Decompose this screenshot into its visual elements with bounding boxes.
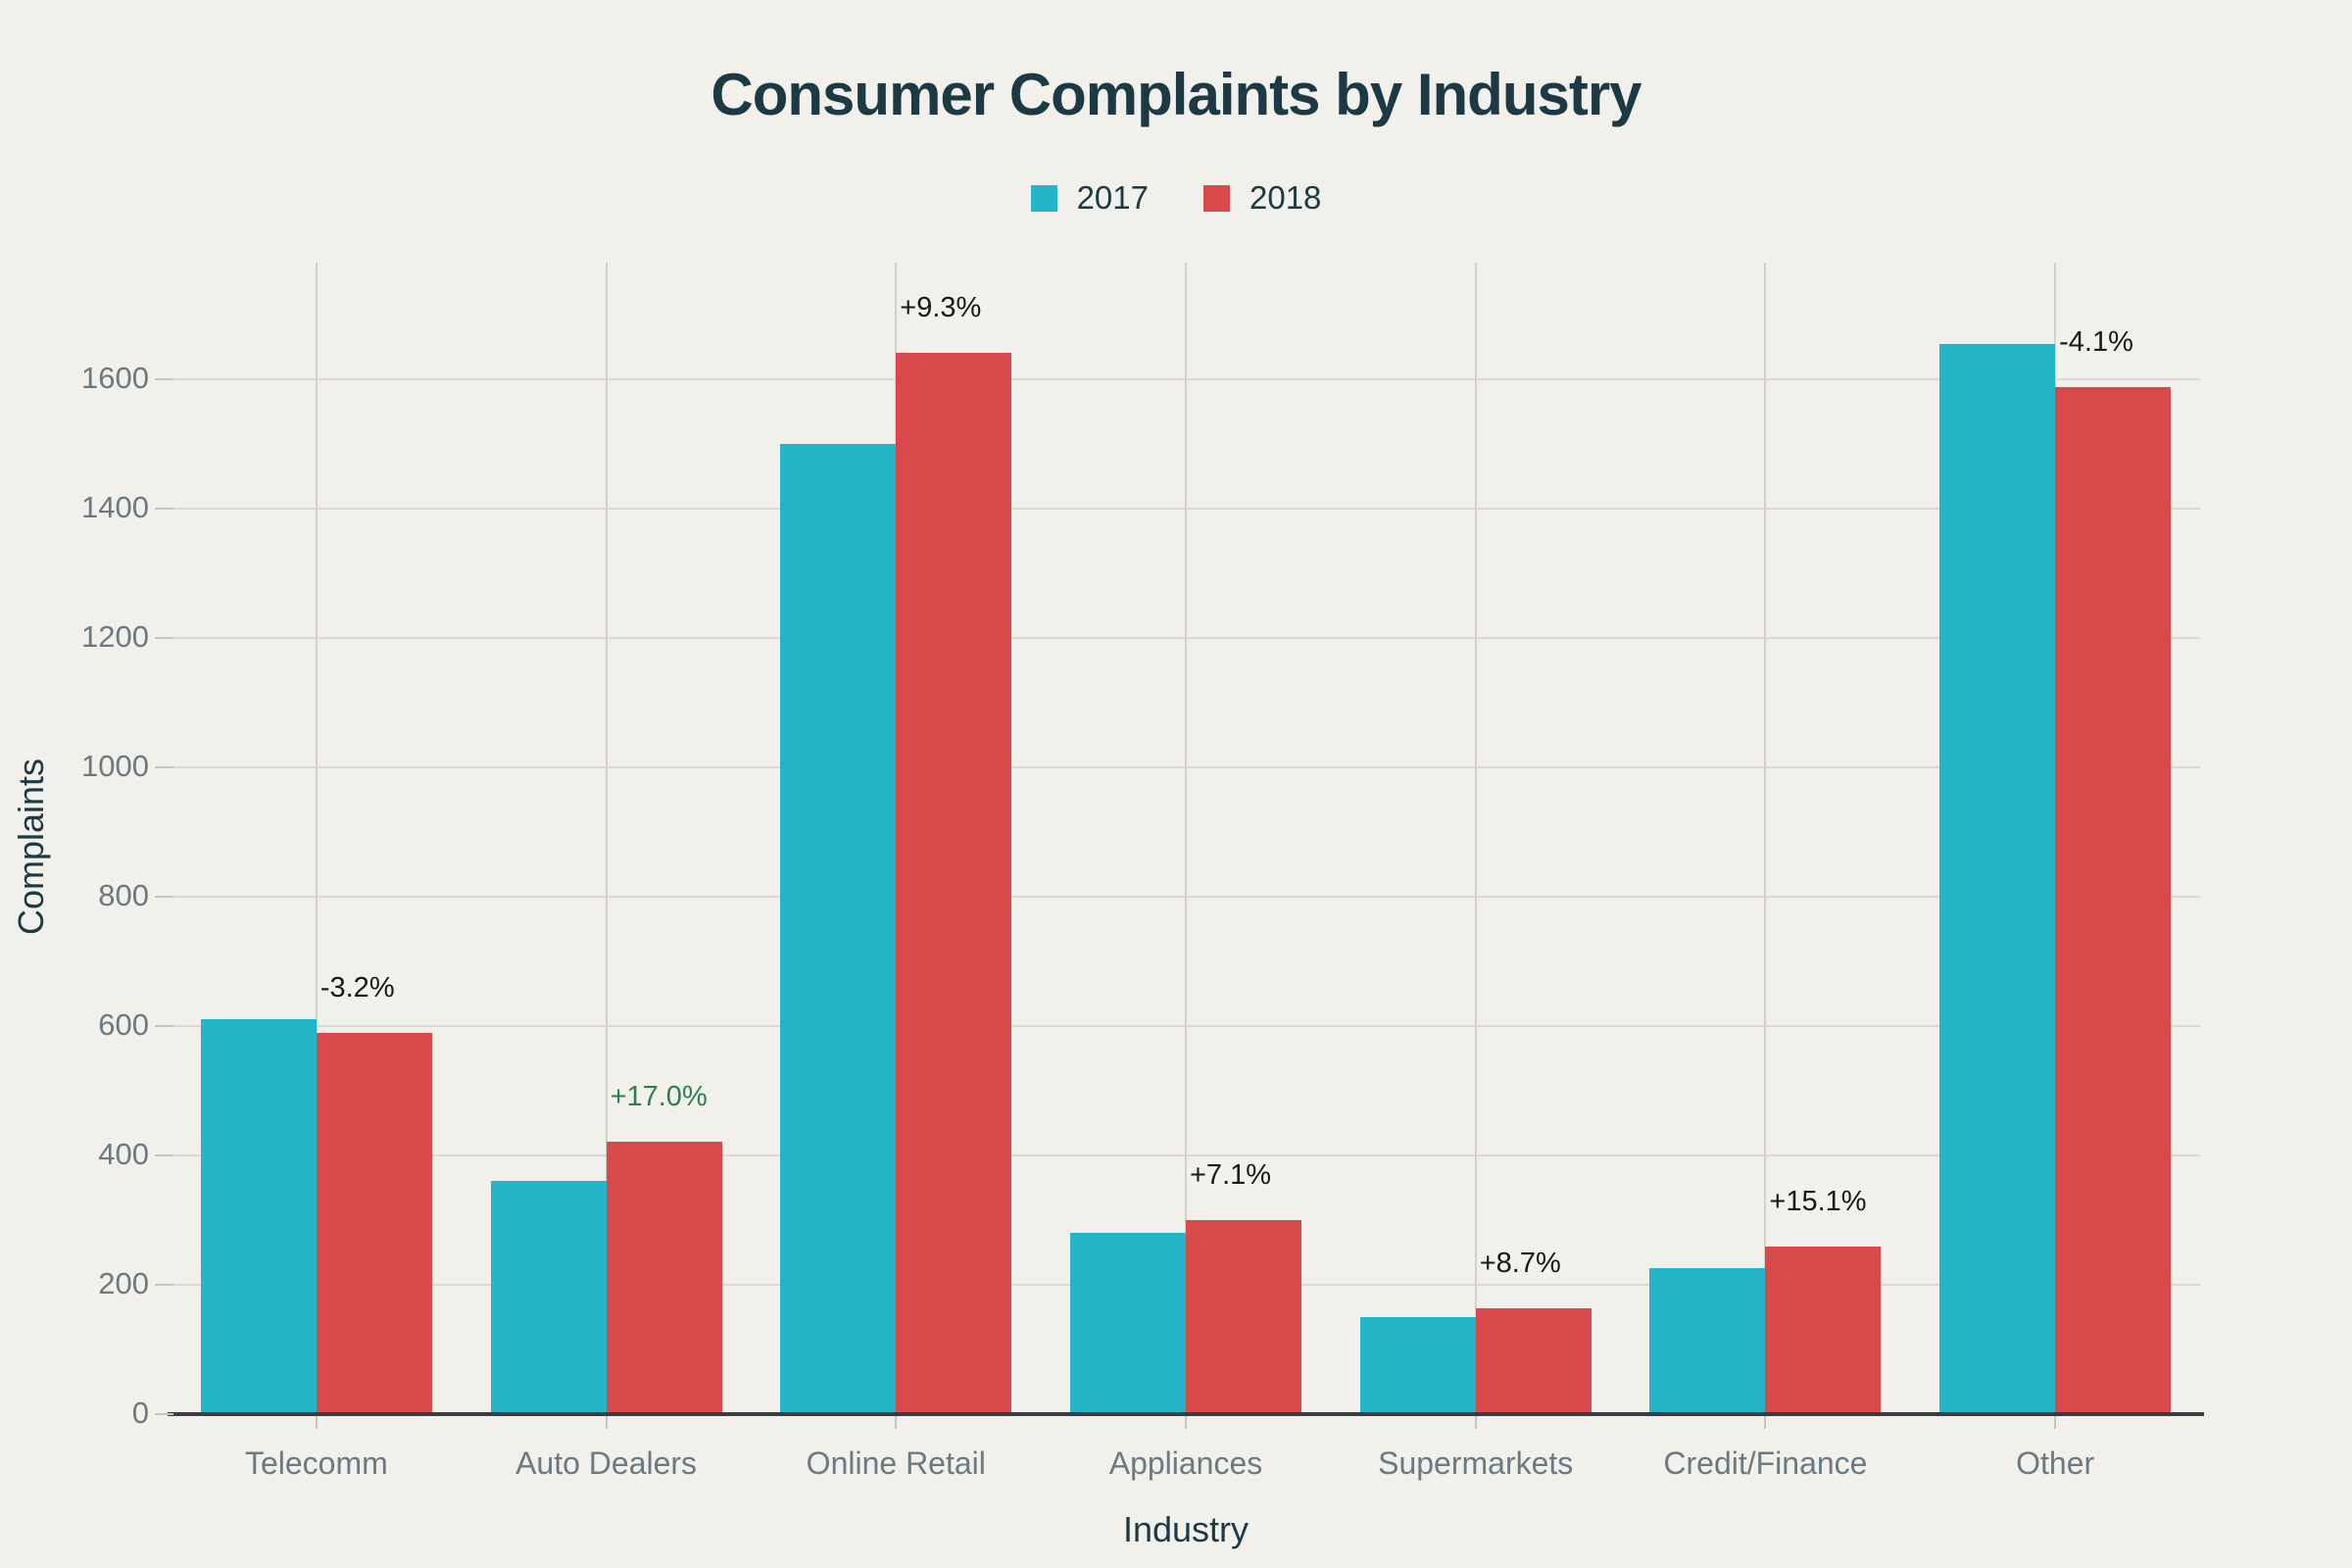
x-tick-label-credit-finance: Credit/Finance [1663, 1446, 1868, 1481]
x-tick-mark [2054, 1416, 2057, 1429]
bar-2018-credit-finance [1765, 1247, 1882, 1414]
x-gridline [605, 263, 608, 1414]
y-tick-mark [155, 895, 173, 898]
y-tick-label: 1600 [81, 360, 149, 395]
bar-2017-telecomm [200, 1019, 317, 1414]
legend-label-2018: 2018 [1250, 179, 1322, 216]
x-gridline [1474, 263, 1477, 1414]
bar-2017-online-retail [780, 443, 897, 1414]
y-tick-label: 200 [98, 1265, 149, 1300]
bar-2017-appliances [1070, 1233, 1186, 1414]
bar-2017-other [1939, 343, 2056, 1414]
y-tick-label: 1200 [81, 618, 149, 654]
y-tick-mark [155, 765, 173, 768]
x-tick-mark [605, 1416, 608, 1429]
change-label-credit-finance: +15.1% [1769, 1186, 1867, 1218]
y-tick-mark [155, 1283, 173, 1286]
change-label-telecomm: -3.2% [319, 971, 395, 1004]
legend-item-2018: 2018 [1203, 179, 1321, 217]
x-gridline [315, 263, 318, 1414]
change-label-auto-dealers: +17.0% [610, 1081, 708, 1113]
change-label-supermarkets: +8.7% [1479, 1248, 1561, 1280]
bar-2017-supermarkets [1359, 1316, 1476, 1414]
y-tick-label: 0 [131, 1396, 149, 1430]
y-tick-mark [155, 636, 173, 639]
chart-title: Consumer Complaints by Industry [710, 62, 1642, 127]
x-tick-label-appliances: Appliances [1108, 1446, 1263, 1481]
y-tick-label: 1400 [81, 489, 149, 524]
x-gridline [1764, 263, 1767, 1414]
x-tick-mark [1185, 1416, 1187, 1429]
y-tick-mark [155, 377, 173, 380]
y-tick-mark [155, 1024, 173, 1027]
x-tick-mark [1474, 1416, 1477, 1429]
y-tick-mark [155, 507, 173, 510]
legend-item-2017: 2017 [1030, 179, 1149, 217]
x-gridline [1185, 263, 1187, 1414]
plot-area: -3.2% Telecomm +17.0% Auto Dealers +9.3% Onli… [168, 263, 2204, 1481]
x-tick-mark [1764, 1416, 1767, 1429]
x-axis-line [168, 1412, 2204, 1416]
x-tick-label-online-retail: Online Retail [806, 1446, 986, 1481]
change-label-appliances: +7.1% [1190, 1158, 1272, 1191]
bar-2018-telecomm [316, 1032, 432, 1414]
x-tick-label-auto-dealers: Auto Dealers [515, 1446, 698, 1481]
x-tick-label-supermarkets: Supermarkets [1378, 1446, 1574, 1481]
bar-2018-online-retail [896, 353, 1012, 1414]
bar-2018-auto-dealers [606, 1142, 722, 1414]
y-tick-mark [155, 1413, 173, 1415]
change-label-other: -4.1% [2059, 326, 2133, 359]
bar-2018-appliances [1186, 1219, 1301, 1414]
x-tick-mark [895, 1416, 898, 1429]
legend-label-2017: 2017 [1076, 179, 1149, 216]
x-tick-label-other: Other [2016, 1446, 2095, 1481]
change-label-online-retail: +9.3% [900, 292, 982, 324]
bar-2018-supermarkets [1475, 1308, 1592, 1414]
y-tick-mark [155, 1153, 173, 1156]
bar-2018-other [2055, 387, 2172, 1414]
x-tick-mark [315, 1416, 318, 1429]
bar-2017-credit-finance [1649, 1268, 1766, 1414]
y-tick-label: 1000 [81, 748, 149, 783]
y-tick-label: 400 [98, 1136, 149, 1171]
x-axis-title: Industry [1122, 1509, 1250, 1549]
legend-swatch-2018 [1203, 184, 1230, 212]
y-tick-label: 600 [98, 1006, 149, 1042]
legend-swatch-2017 [1030, 184, 1057, 212]
legend: 2017 2018 [0, 179, 2352, 217]
y-tick-label: 800 [98, 877, 149, 912]
x-tick-label-telecomm: Telecomm [244, 1446, 388, 1481]
bar-2017-auto-dealers [490, 1181, 607, 1414]
